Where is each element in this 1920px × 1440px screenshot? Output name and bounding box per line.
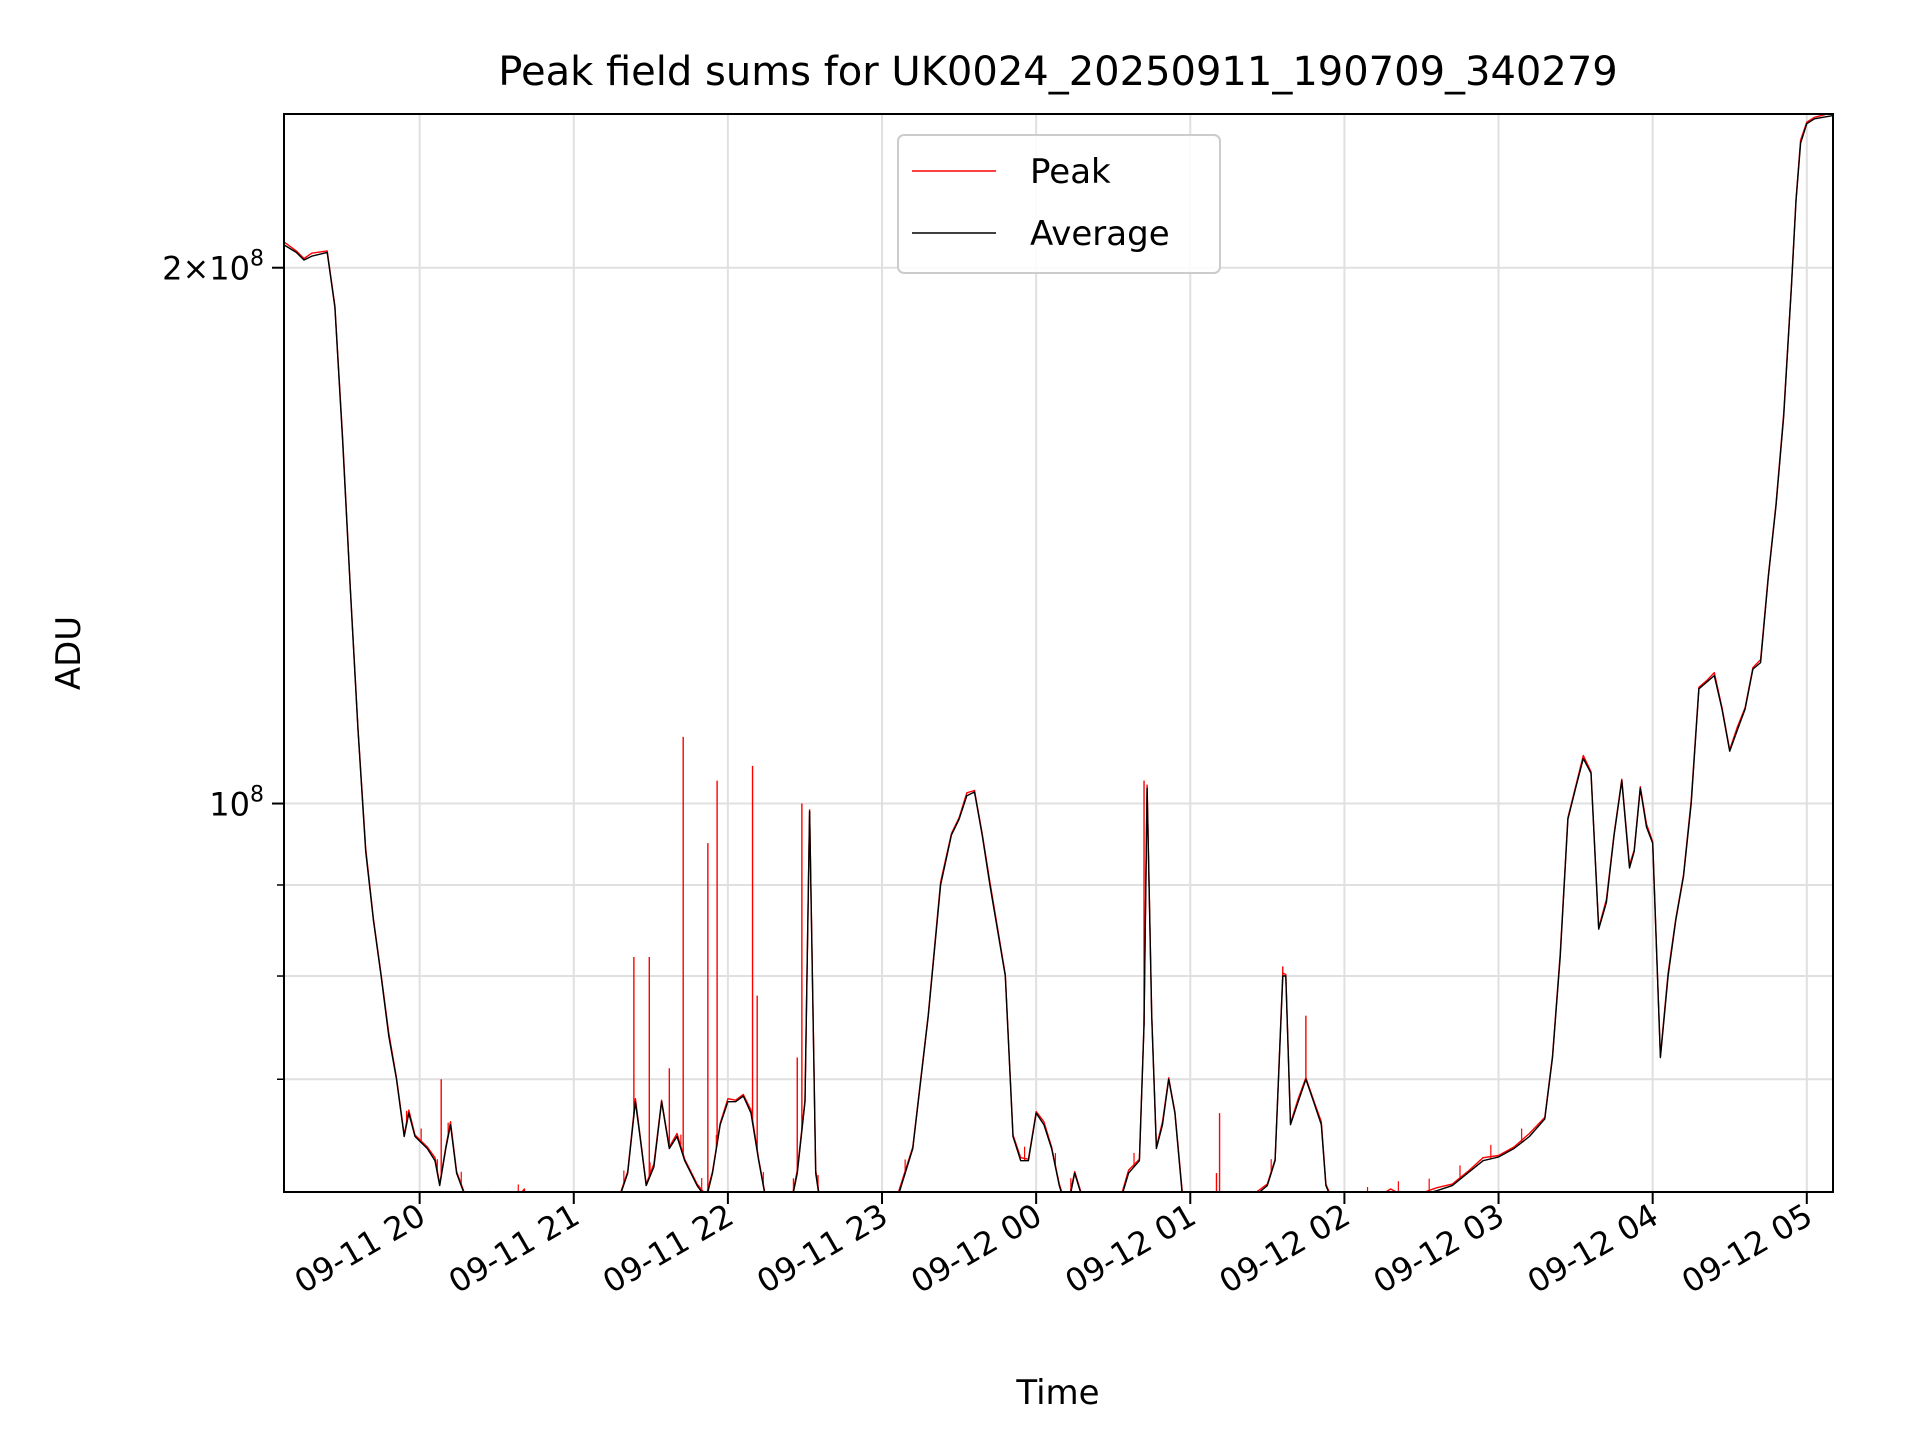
x-tick-label: 09-12 02 xyxy=(1213,1196,1357,1301)
x-tick-label: 09-12 05 xyxy=(1675,1196,1819,1301)
y-tick-label: 108 xyxy=(209,783,264,824)
ticks: 09-11 20 09-11 21 09-11 22 09-11 23 09-12 00… xyxy=(162,247,1819,1301)
chart-title: Peak field sums for UK0024_20250911_1907… xyxy=(498,49,1617,95)
series-layer xyxy=(284,114,1833,1192)
x-axis-label: Time xyxy=(1015,1373,1099,1413)
x-tick-label: 09-11 23 xyxy=(750,1196,894,1301)
y-tick-label: 2×108 xyxy=(162,247,264,288)
x-tick-label: 09-11 22 xyxy=(596,1196,740,1301)
legend-label-peak: Peak xyxy=(1030,152,1111,192)
grid xyxy=(284,114,1833,1192)
plot-frame xyxy=(283,113,1834,1193)
legend: Peak Average xyxy=(897,134,1221,274)
x-tick-label: 09-11 20 xyxy=(288,1196,432,1301)
x-tick-label: 09-12 00 xyxy=(905,1196,1049,1301)
x-tick-label: 09-12 01 xyxy=(1059,1196,1203,1301)
y-axis-label: ADU xyxy=(49,616,89,690)
x-tick-label: 09-12 03 xyxy=(1367,1196,1511,1301)
series-peak-line xyxy=(284,114,1831,1192)
series-average-line xyxy=(284,114,1833,1192)
legend-box xyxy=(897,134,1221,274)
x-tick-label: 09-11 21 xyxy=(442,1196,586,1301)
x-tick-label: 09-12 04 xyxy=(1521,1196,1665,1301)
legend-label-average: Average xyxy=(1030,214,1170,254)
